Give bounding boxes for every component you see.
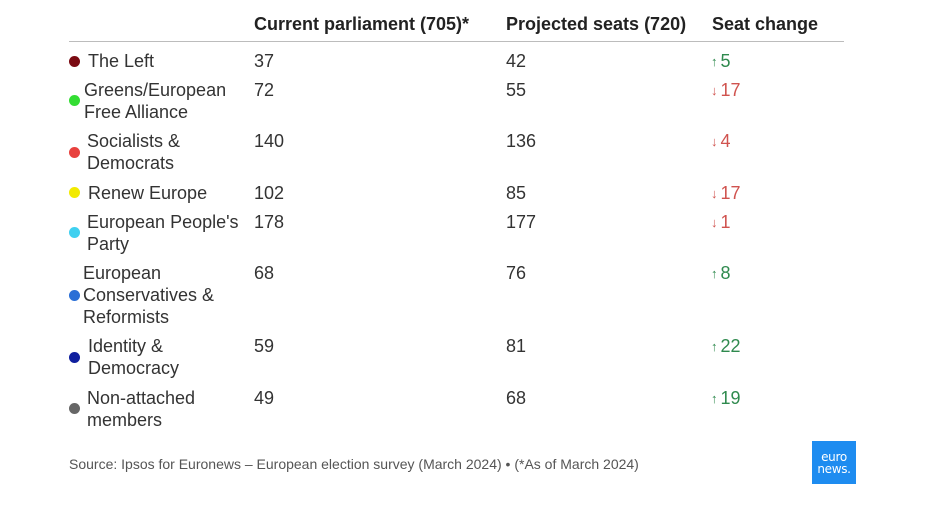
projected-seats: 76 xyxy=(506,263,527,283)
seat-change-value: 22 xyxy=(720,336,741,356)
seat-change-value: 8 xyxy=(720,263,731,283)
projected-seats: 177 xyxy=(506,212,537,232)
seat-change: ↑ 5 xyxy=(711,50,731,73)
projected-seats: 55 xyxy=(506,80,527,100)
header-divider xyxy=(69,41,844,42)
seat-change-value: 17 xyxy=(720,183,741,203)
party-color-dot xyxy=(69,352,80,363)
seat-change: ↓ 1 xyxy=(711,211,731,234)
seat-change-value: 4 xyxy=(720,131,731,151)
party-color-dot xyxy=(69,147,80,158)
arrow-down-icon: ↓ xyxy=(711,186,718,201)
seat-change-value: 1 xyxy=(720,212,731,232)
party-color-dot xyxy=(69,290,80,301)
seat-change: ↑ 19 xyxy=(711,387,741,410)
logo-line-2: news. xyxy=(817,461,851,476)
party-color-dot xyxy=(69,95,80,106)
seat-change: ↑ 22 xyxy=(711,335,741,358)
col-header-change: Seat change xyxy=(712,14,819,34)
projected-seats: 85 xyxy=(506,183,527,203)
arrow-down-icon: ↓ xyxy=(711,134,718,149)
seat-change-value: 17 xyxy=(720,80,741,100)
party-name: European People's Party xyxy=(87,212,239,254)
party-name: Renew Europe xyxy=(88,183,208,203)
seat-change-value: 19 xyxy=(720,388,741,408)
seat-change: ↓ 17 xyxy=(711,79,741,102)
arrow-up-icon: ↑ xyxy=(711,339,718,354)
seat-change: ↓ 17 xyxy=(711,182,741,205)
arrow-down-icon: ↓ xyxy=(711,83,718,98)
party-color-dot xyxy=(69,227,80,238)
source-note: Source: Ipsos for Euronews – European el… xyxy=(69,456,639,472)
euronews-logo: euro news. xyxy=(812,441,856,484)
arrow-down-icon: ↓ xyxy=(711,215,718,230)
current-seats: 59 xyxy=(254,336,275,356)
seat-change: ↑ 8 xyxy=(711,262,731,285)
current-seats: 72 xyxy=(254,80,275,100)
party-name: The Left xyxy=(88,51,155,71)
party-name: Greens/European Free Alliance xyxy=(84,80,227,122)
current-seats: 178 xyxy=(254,212,285,232)
projected-seats: 81 xyxy=(506,336,527,356)
party-color-dot xyxy=(69,56,80,67)
col-header-current: Current parliament (705)* xyxy=(254,14,470,34)
current-seats: 37 xyxy=(254,51,275,71)
current-seats: 68 xyxy=(254,263,275,283)
seat-change: ↓ 4 xyxy=(711,130,731,153)
party-name: European Conservatives & Reformists xyxy=(83,263,215,327)
party-color-dot xyxy=(69,187,80,198)
projected-seats: 68 xyxy=(506,388,527,408)
arrow-up-icon: ↑ xyxy=(711,391,718,406)
arrow-up-icon: ↑ xyxy=(711,54,718,69)
projected-seats: 42 xyxy=(506,51,527,71)
current-seats: 102 xyxy=(254,183,285,203)
projected-seats: 136 xyxy=(506,131,537,151)
seat-change-value: 5 xyxy=(720,51,731,71)
party-name: Identity & Democracy xyxy=(88,336,180,378)
party-color-dot xyxy=(69,403,80,414)
current-seats: 140 xyxy=(254,131,285,151)
current-seats: 49 xyxy=(254,388,275,408)
arrow-up-icon: ↑ xyxy=(711,266,718,281)
col-header-projected: Projected seats (720) xyxy=(506,14,687,34)
party-name: Non-attached members xyxy=(87,388,196,430)
party-name: Socialists & Democrats xyxy=(87,131,181,173)
logo-line-1: euro xyxy=(821,449,847,464)
